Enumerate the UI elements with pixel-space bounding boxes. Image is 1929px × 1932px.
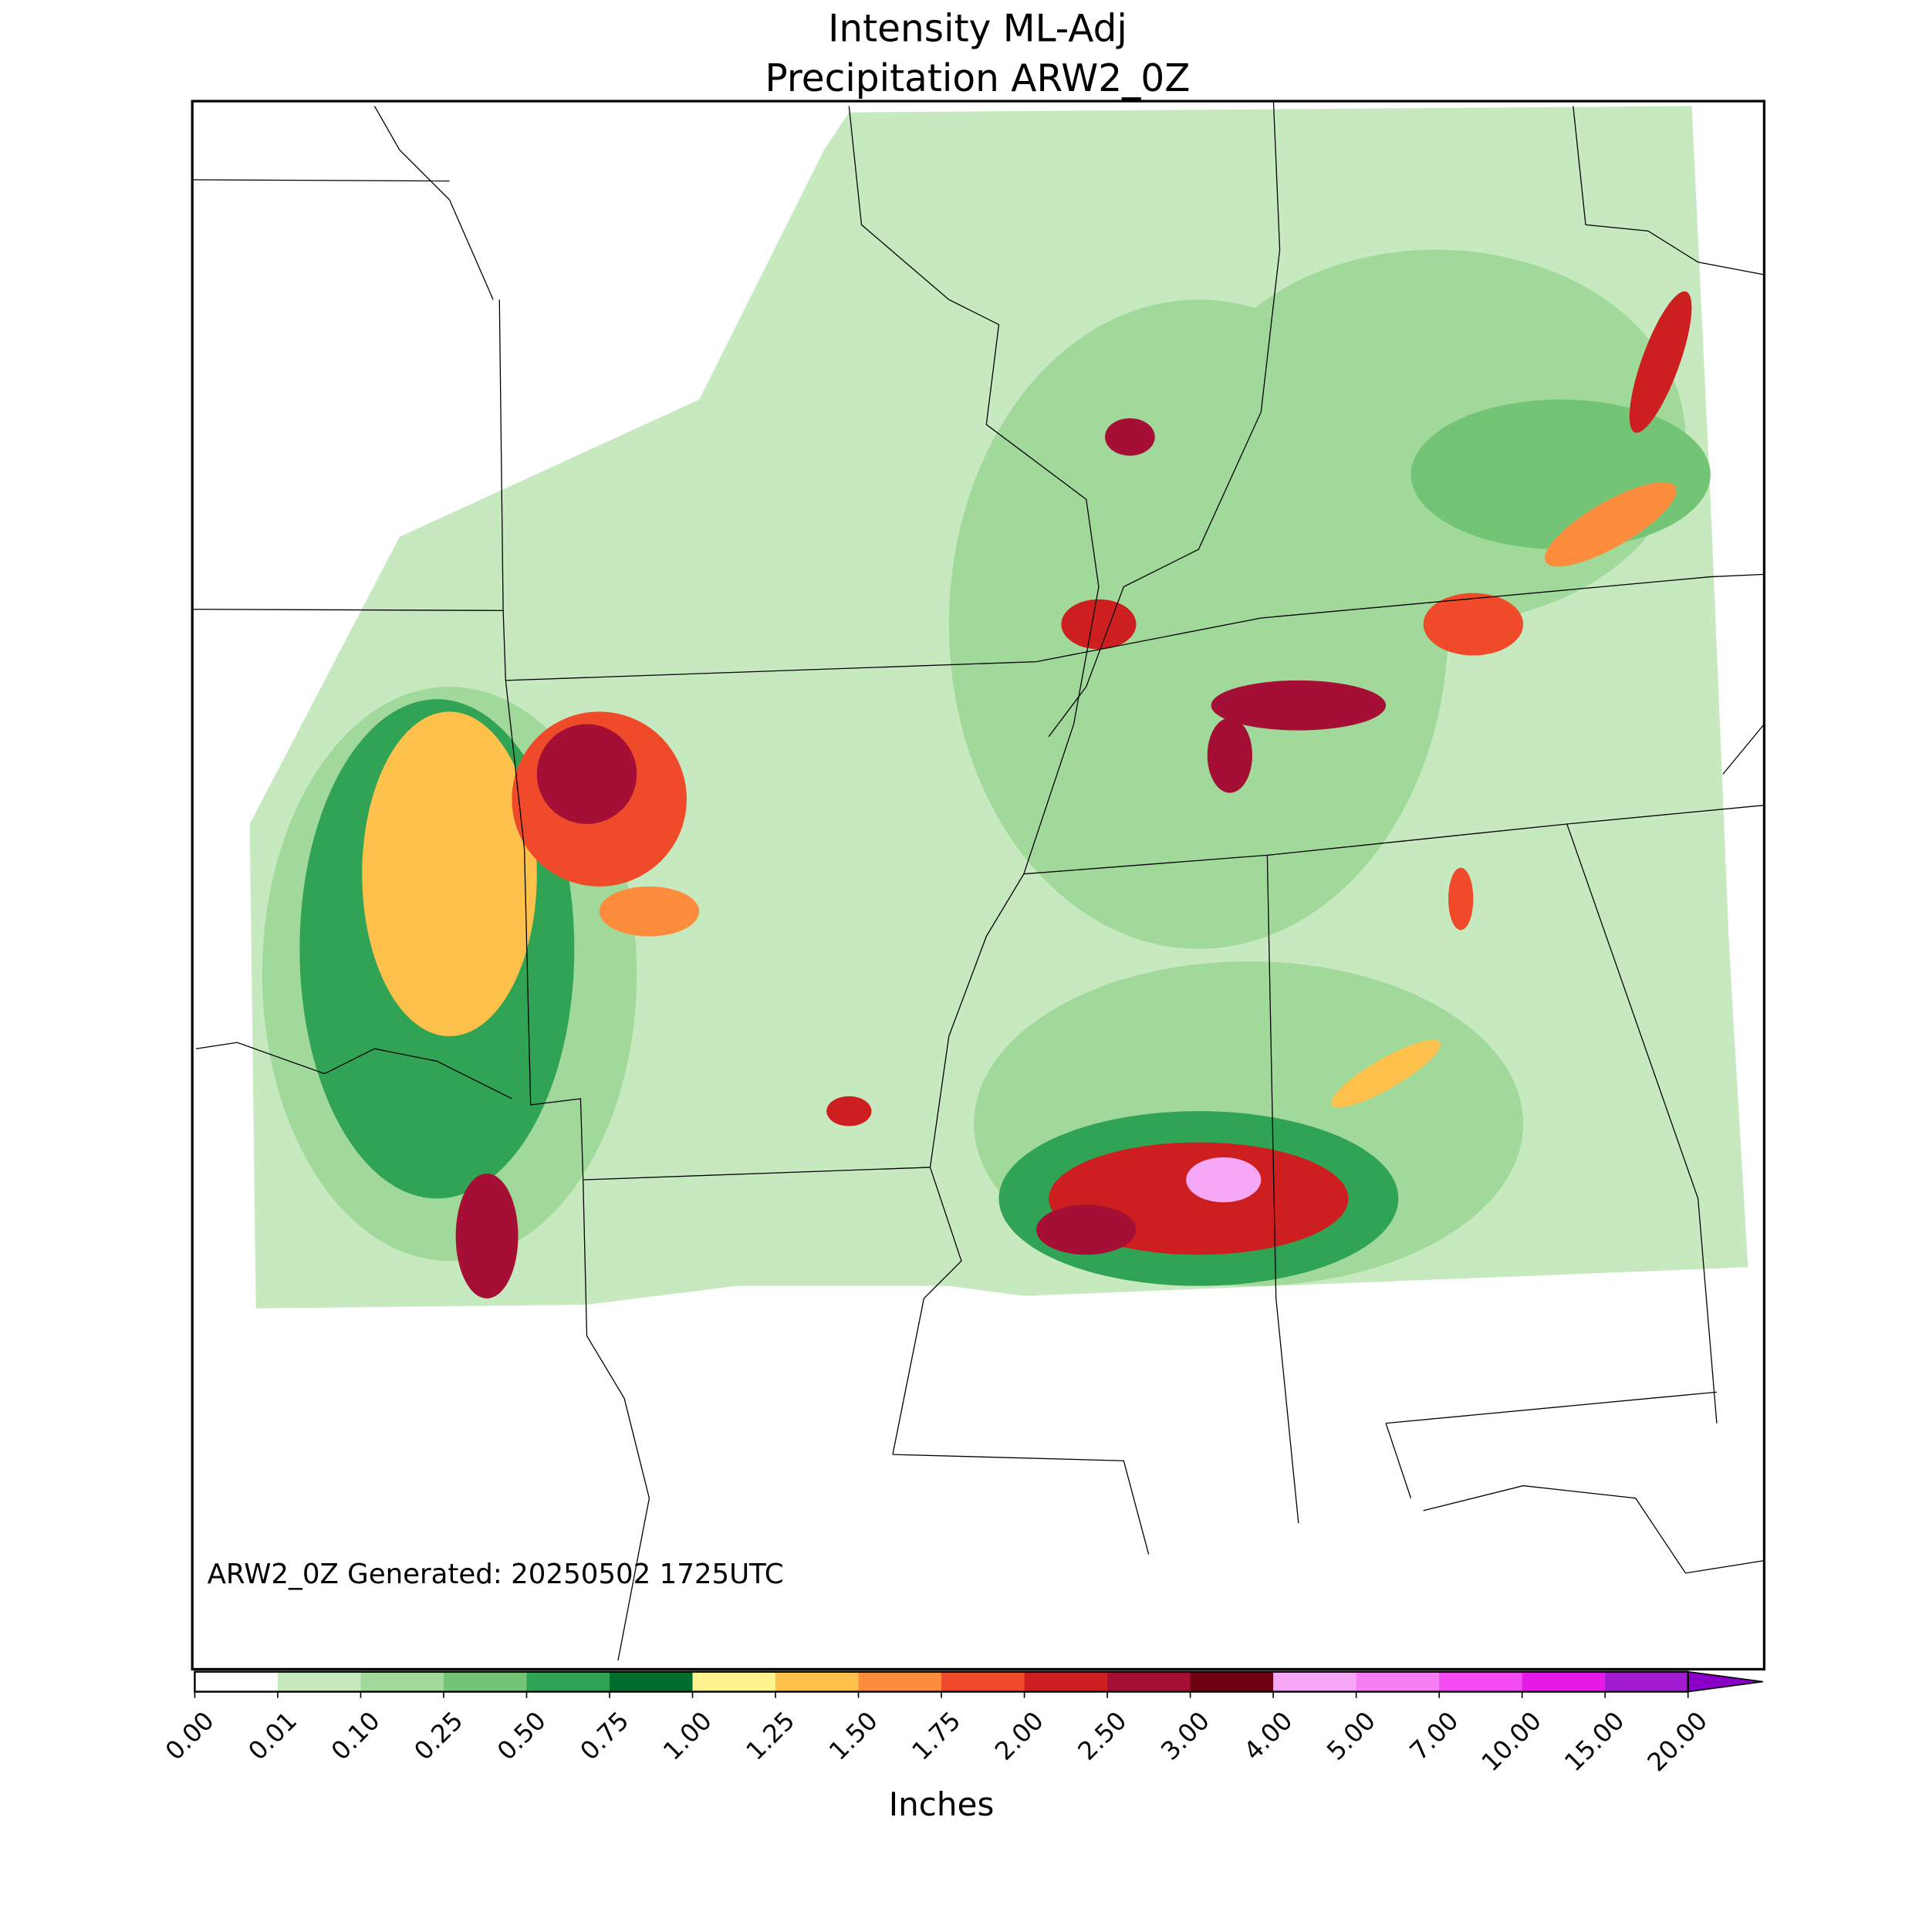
colorbar-tick-label: 0.50 bbox=[492, 1706, 552, 1766]
colorbar-tick-label: 2.50 bbox=[1073, 1706, 1133, 1766]
colorbar-tick-label: 1.25 bbox=[741, 1706, 801, 1766]
colorbar-segment bbox=[1356, 1671, 1440, 1692]
colorbar-segment bbox=[941, 1671, 1025, 1692]
annotation: ARW2_0Z Generated: 20250502 1725UTC bbox=[208, 1559, 784, 1590]
colorbar-tick-label: 15.00 bbox=[1559, 1706, 1630, 1777]
colorbar-segment bbox=[360, 1671, 444, 1692]
colorbar-tick-label: 0.00 bbox=[160, 1706, 220, 1766]
colorbar-segment bbox=[443, 1671, 527, 1692]
colorbar-tick-label: 3.00 bbox=[1155, 1706, 1215, 1766]
colorbar-segment bbox=[526, 1671, 610, 1692]
colorbar-tick-label: 0.75 bbox=[575, 1706, 635, 1766]
colorbar-tick-label: 20.00 bbox=[1642, 1706, 1713, 1777]
colorbar-segment bbox=[194, 1671, 279, 1692]
colorbar-segment bbox=[1605, 1671, 1689, 1692]
colorbar-segment bbox=[1190, 1671, 1274, 1692]
title-line: Precipitation ARW2_0Z bbox=[765, 57, 1190, 100]
colorbar-segment bbox=[1107, 1671, 1191, 1692]
colorbar-tick-label: 0.10 bbox=[326, 1706, 386, 1766]
map-frame bbox=[191, 100, 1766, 1671]
title-line: Intensity ML-Adj bbox=[828, 7, 1127, 50]
colorbar-tick-label: 0.25 bbox=[408, 1706, 468, 1766]
colorbar-segment bbox=[1439, 1671, 1523, 1692]
colorbar-segment bbox=[277, 1671, 361, 1692]
colorbar-tick-label: 1.50 bbox=[823, 1706, 883, 1766]
colorbar-segment bbox=[610, 1671, 694, 1692]
colorbar-extend bbox=[1687, 1670, 1763, 1693]
state-borders bbox=[192, 102, 1765, 1661]
colorbar-segment bbox=[858, 1671, 942, 1692]
colorbar-tick-label: 4.00 bbox=[1238, 1706, 1299, 1766]
colorbar-tick-label: 5.00 bbox=[1321, 1706, 1381, 1766]
precip-field bbox=[249, 106, 1748, 1309]
colorbar-tick-label: 0.01 bbox=[242, 1706, 302, 1766]
colorbar-tick-label: 1.75 bbox=[907, 1706, 967, 1766]
colorbar-tick-label: 7.00 bbox=[1404, 1706, 1464, 1766]
colorbar-tick-label: 2.00 bbox=[989, 1706, 1049, 1766]
colorbar-segment bbox=[775, 1671, 860, 1692]
colorbar-segment bbox=[692, 1671, 776, 1692]
colorbar-label: Inches bbox=[889, 1785, 995, 1823]
colorbar-tick-label: 1.00 bbox=[657, 1706, 718, 1766]
colorbar-segment bbox=[1024, 1671, 1108, 1692]
colorbar-tick-label: 10.00 bbox=[1476, 1706, 1547, 1777]
colorbar-segment bbox=[1522, 1671, 1606, 1692]
colorbar-segment bbox=[1273, 1671, 1357, 1692]
colorbar: 0.00 0.01 0.10 0.25 0.50 0.75 1.00 1.25 1.50 1.75… bbox=[160, 1670, 1763, 1777]
